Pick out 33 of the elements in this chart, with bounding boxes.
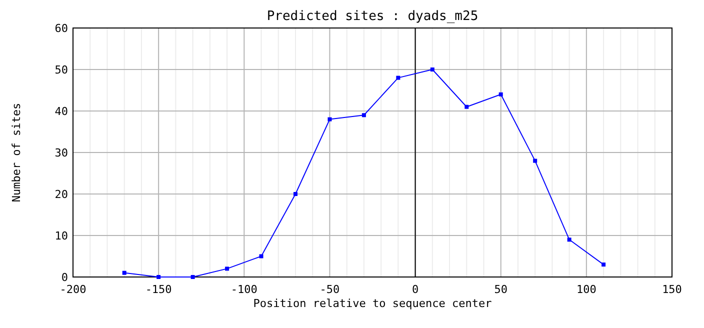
point: [567, 238, 572, 242]
point: [464, 104, 469, 109]
point: [396, 76, 400, 80]
chart-title: Predicted sites : dyads_m25: [266, 9, 478, 24]
y-tick-label: 50: [54, 64, 68, 76]
x-tick-label: -200: [60, 283, 86, 296]
x-tick-label: 0: [412, 283, 419, 296]
point: [122, 270, 126, 275]
x-axis-title: Position relative to sequence center: [253, 297, 492, 310]
point: [190, 275, 195, 279]
point: [328, 117, 332, 122]
x-tick-label: 150: [662, 283, 682, 296]
point: [156, 275, 161, 279]
point: [498, 92, 503, 96]
y-tick-label: 60: [54, 22, 68, 35]
point: [602, 262, 606, 267]
x-tick-label: 50: [494, 283, 508, 296]
x-tick-label: -150: [145, 283, 172, 296]
point: [293, 192, 298, 196]
y-tick-label: 40: [54, 105, 68, 118]
point: [362, 113, 366, 118]
point: [259, 254, 264, 258]
y-tick-label: 20: [54, 188, 68, 201]
x-tick-label: 100: [576, 283, 596, 296]
y-axis-title: Number of sites: [10, 102, 23, 202]
x-tick-label: -50: [320, 283, 340, 296]
x-tick-label: -100: [230, 283, 258, 296]
point: [430, 68, 434, 72]
point: [533, 158, 538, 163]
y-tick-label: 10: [54, 230, 68, 242]
point: [225, 266, 230, 271]
y-tick-label: 30: [54, 146, 68, 160]
y-tick-label: 0: [61, 271, 68, 284]
